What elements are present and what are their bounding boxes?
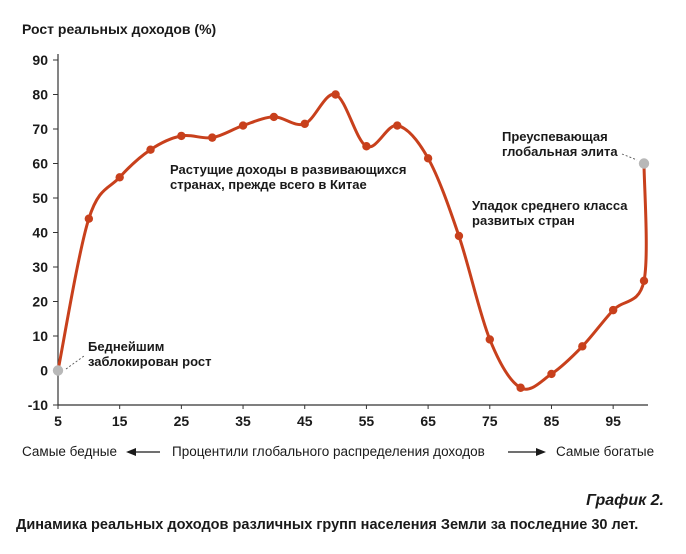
data-point <box>393 121 402 130</box>
annotation-elite-line2: глобальная элита <box>502 144 618 159</box>
data-point <box>269 112 279 122</box>
data-point <box>115 173 124 182</box>
right-arrow-icon <box>536 448 546 456</box>
data-point <box>177 131 186 141</box>
annotation-elite: Преуспевающая глобальная элита <box>502 129 638 161</box>
x-axis-left-label: Самые бедные <box>22 444 117 459</box>
x-tick-label: 45 <box>297 413 313 429</box>
annotation-developing: Растущие доходы в развивающихся странах,… <box>170 162 410 192</box>
data-point <box>639 276 649 285</box>
y-axis-title: Рост реальных доходов (%) <box>22 21 216 37</box>
data-point <box>454 231 464 241</box>
annotation-elite-line1: Преуспевающая <box>502 129 608 144</box>
x-tick-label: 65 <box>420 413 436 429</box>
y-tick-label: 0 <box>40 363 48 379</box>
x-axis-title: Процентили глобального распределения дох… <box>172 444 485 459</box>
annotation-developing-line2: странах, прежде всего в Китае <box>170 177 367 192</box>
data-point <box>362 142 371 151</box>
svg-text:Растущие доходы в развивающихс: Растущие доходы в развивающихся странах,… <box>170 162 410 192</box>
data-point <box>547 369 556 379</box>
data-point <box>146 145 155 154</box>
x-tick-label: 15 <box>112 413 128 429</box>
annotation-poorest-line1: Беднейшим <box>88 339 164 354</box>
data-point <box>300 119 309 129</box>
svg-text:Преуспевающая глобальн: Преуспевающая глобальная элита <box>502 129 618 159</box>
annotation-poorest-line2: заблокирован рост <box>88 354 211 369</box>
y-tick-label: 20 <box>32 294 48 310</box>
annotation-middle-class-line2: развитых стран <box>472 213 575 228</box>
data-point <box>516 383 525 392</box>
y-tick-label: 90 <box>32 52 48 68</box>
data-point <box>578 342 587 351</box>
y-tick-label: -10 <box>28 397 48 413</box>
y-tick-label: 40 <box>32 225 48 241</box>
y-tick-label: 80 <box>32 87 48 103</box>
left-arrow-icon <box>126 448 136 456</box>
endpoint-marker <box>52 365 64 376</box>
income-growth-chart: Рост реальных доходов (%) -10 0 10 20 30 40 50… <box>22 21 654 459</box>
x-tick-label: 85 <box>544 413 560 429</box>
annotation-developing-line1: Растущие доходы в развивающихся <box>170 162 406 177</box>
x-tick-label: 75 <box>482 413 498 429</box>
data-point <box>208 133 217 142</box>
figure-number: График 2. <box>586 492 664 509</box>
svg-text:Беднейшим заблокирован: Беднейшим заблокирован рост <box>88 339 211 369</box>
annotation-middle-class-line1: Упадок среднего класса <box>472 198 628 213</box>
y-tick-label: 70 <box>32 121 48 137</box>
axes <box>53 54 648 409</box>
data-point <box>238 121 248 130</box>
x-axis-right-label: Самые богатые <box>556 444 654 459</box>
endpoint-marker <box>638 158 650 169</box>
svg-text:Упадок среднего класса: Упадок среднего класса развитых стран <box>472 198 631 228</box>
data-point <box>608 305 618 315</box>
data-point <box>485 335 494 344</box>
data-point <box>331 90 340 99</box>
y-tick-label: 50 <box>32 190 48 206</box>
x-axis-legend: Самые бедные Процентили глобального расп… <box>22 444 654 459</box>
y-tick-label: 60 <box>32 156 48 172</box>
figure-caption: Динамика реальных доходов различных груп… <box>16 517 639 533</box>
y-tick-label: 30 <box>32 259 48 275</box>
y-tick-label: 10 <box>32 328 48 344</box>
annotation-poorest: Беднейшим заблокирован рост <box>65 339 211 370</box>
x-tick-label: 95 <box>605 413 621 429</box>
x-tick-label: 5 <box>54 413 62 429</box>
data-points <box>52 90 650 392</box>
x-tick-label: 35 <box>235 413 251 429</box>
x-tick-label: 55 <box>359 413 375 429</box>
data-point <box>423 154 433 163</box>
annotations: Беднейшим заблокирован рост Растущие дох… <box>65 129 638 370</box>
tick-labels: -10 0 10 20 30 40 50 60 70 80 90 5 15 25 35 45 55 65 75 85 9… <box>28 52 621 429</box>
x-tick-label: 25 <box>174 413 190 429</box>
data-point <box>84 214 94 223</box>
annotation-middle-class: Упадок среднего класса развитых стран <box>472 198 631 228</box>
